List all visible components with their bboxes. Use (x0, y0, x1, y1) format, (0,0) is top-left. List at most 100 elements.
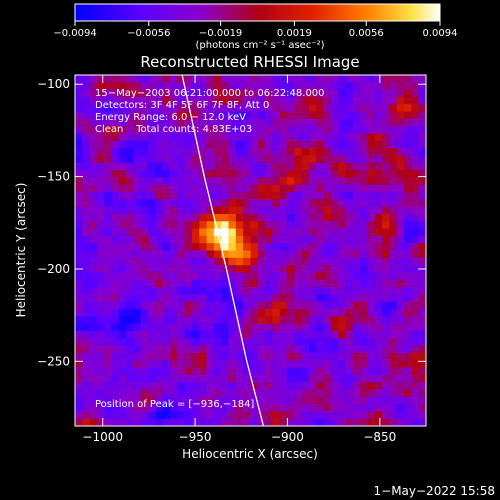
heatmap-cell (206, 192, 215, 200)
heatmap-cell (411, 411, 420, 420)
heatmap-cell (155, 177, 164, 186)
heatmap-cell (338, 184, 346, 193)
heatmap-cell (411, 287, 420, 295)
heatmap-cell (199, 389, 208, 398)
heatmap-cell (184, 396, 193, 405)
heatmap-cell (301, 221, 310, 229)
heatmap-cell (206, 162, 215, 171)
heatmap-cell (118, 206, 127, 215)
heatmap-cell (301, 338, 310, 346)
heatmap-cell (213, 126, 222, 134)
heatmap-cell (411, 418, 420, 426)
heatmap-cell (75, 352, 83, 361)
heatmap-cell (199, 140, 208, 149)
heatmap-cell (272, 345, 281, 354)
heatmap-cell (82, 133, 91, 142)
heatmap-cell (243, 148, 251, 156)
heatmap-cell (404, 396, 412, 405)
heatmap-cell (82, 411, 91, 420)
heatmap-cell (374, 133, 383, 142)
heatmap-cell (82, 118, 91, 127)
heatmap-cell (323, 126, 332, 134)
heatmap-cell (411, 323, 420, 332)
heatmap-cell (382, 411, 390, 420)
heatmap-cell (75, 104, 83, 112)
heatmap-cell (206, 360, 215, 368)
heatmap-cell (257, 126, 266, 134)
heatmap-cell (272, 279, 281, 288)
heatmap-cell (382, 170, 390, 178)
heatmap-cell (184, 206, 193, 215)
heatmap-cell (221, 104, 229, 112)
heatmap-cell (140, 177, 149, 186)
heatmap-cell (257, 272, 266, 281)
heatmap-cell (177, 170, 186, 178)
heatmap-cell (192, 418, 200, 426)
heatmap-cell (389, 213, 398, 222)
heatmap-cell (374, 140, 383, 149)
heatmap-cell (360, 301, 368, 310)
heatmap-cell (162, 316, 171, 325)
heatmap-cell (257, 345, 266, 354)
heatmap-cell (192, 323, 200, 332)
heatmap-cell (367, 374, 376, 383)
heatmap-cell (330, 287, 339, 295)
heatmap-cell (367, 279, 376, 288)
heatmap-cell (265, 104, 273, 112)
heatmap-cell (418, 140, 426, 149)
heatmap-cell (118, 345, 127, 354)
heatmap-cell (221, 148, 229, 156)
heatmap-cell (75, 360, 83, 368)
heatmap-cell (126, 404, 134, 412)
heatmap-cell (170, 177, 178, 186)
heatmap-cell (206, 228, 215, 237)
heatmap-cell (228, 96, 237, 105)
heatmap-cell (177, 104, 186, 112)
heatmap-cell (338, 250, 346, 259)
heatmap-cell (374, 382, 383, 390)
heatmap-cell (272, 170, 281, 178)
heatmap-cell (89, 213, 98, 222)
heatmap-cell (279, 177, 288, 186)
heatmap-cell (228, 287, 237, 295)
heatmap-cell (133, 374, 142, 383)
heatmap-cell (243, 389, 251, 398)
heatmap-cell (382, 374, 390, 383)
heatmap-cell (396, 396, 405, 405)
heatmap-cell (352, 177, 361, 186)
heatmap-cell (221, 170, 229, 178)
heatmap-cell (301, 184, 310, 193)
heatmap-cell (155, 170, 164, 178)
heatmap-cell (257, 235, 266, 244)
heatmap-cell (338, 367, 346, 376)
heatmap-cell (411, 104, 420, 112)
heatmap-cell (162, 177, 171, 186)
heatmap-cell (418, 75, 426, 83)
heatmap-cell (345, 75, 354, 83)
heatmap-cell (338, 396, 346, 405)
heatmap-cell (330, 257, 339, 266)
heatmap-cell (243, 228, 251, 237)
heatmap-cell (140, 199, 149, 208)
heatmap-cell (162, 352, 171, 361)
heatmap-cell (265, 389, 273, 398)
heatmap-cell (396, 177, 405, 186)
heatmap-cell (177, 389, 186, 398)
heatmap-cell (148, 287, 156, 295)
heatmap-cell (411, 250, 420, 259)
heatmap-cell (213, 374, 222, 383)
heatmap-cell (352, 272, 361, 281)
heatmap-cell (221, 199, 229, 208)
heatmap-cell (192, 265, 200, 273)
heatmap-cell (192, 382, 200, 390)
heatmap-cell (330, 104, 339, 112)
heatmap-cell (265, 177, 273, 186)
heatmap-cell (316, 404, 325, 412)
heatmap-cell (96, 118, 105, 127)
heatmap-cell (389, 411, 398, 420)
heatmap-cell (404, 323, 412, 332)
heatmap-cell (75, 177, 83, 186)
heatmap-cell (316, 243, 325, 251)
heatmap-cell (75, 374, 83, 383)
heatmap-cell (155, 118, 164, 127)
